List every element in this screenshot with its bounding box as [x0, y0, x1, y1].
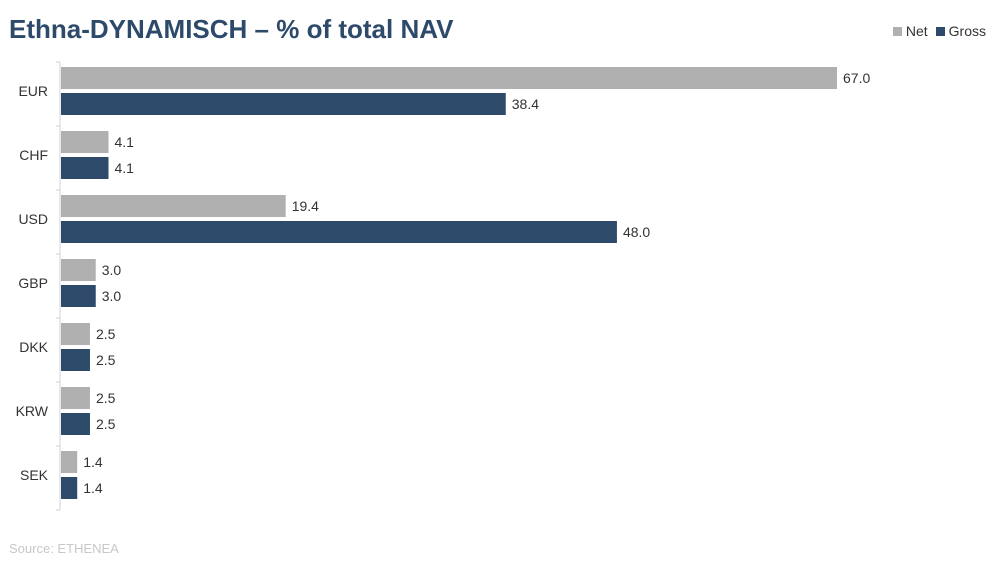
data-label-net-eur: 67.0 — [843, 70, 870, 86]
category-label: SEK — [20, 467, 49, 483]
data-label-gross-dkk: 2.5 — [96, 352, 116, 368]
category-label: GBP — [18, 275, 48, 291]
bar-gross-eur — [61, 93, 506, 115]
bar-gross-sek — [61, 477, 78, 499]
data-label-net-usd: 19.4 — [292, 198, 319, 214]
bar-gross-dkk — [61, 349, 90, 371]
data-label-net-sek: 1.4 — [83, 454, 103, 470]
bar-net-krw — [61, 387, 90, 409]
legend-item-net: Net — [892, 23, 928, 39]
category-label: EUR — [18, 83, 48, 99]
data-label-net-dkk: 2.5 — [96, 326, 116, 342]
bar-net-usd — [61, 195, 286, 217]
data-label-gross-krw: 2.5 — [96, 416, 116, 432]
data-label-net-gbp: 3.0 — [102, 262, 122, 278]
legend-swatch-gross — [935, 26, 945, 36]
bar-net-dkk — [61, 323, 90, 345]
category-label: DKK — [19, 339, 48, 355]
source-note: Source: ETHENEA — [9, 541, 119, 556]
data-label-gross-chf: 4.1 — [114, 160, 134, 176]
data-label-net-chf: 4.1 — [114, 134, 134, 150]
bar-net-sek — [61, 451, 78, 473]
legend-label-gross: Gross — [948, 23, 986, 39]
legend-label-net: Net — [905, 23, 928, 39]
data-label-gross-eur: 38.4 — [512, 96, 539, 112]
bar-gross-chf — [61, 157, 109, 179]
data-label-gross-usd: 48.0 — [623, 224, 650, 240]
data-label-net-krw: 2.5 — [96, 390, 116, 406]
legend-swatch-net — [892, 26, 902, 36]
category-label: CHF — [19, 147, 48, 163]
bar-gross-usd — [61, 221, 617, 243]
bar-gross-krw — [61, 413, 90, 435]
legend-item-gross: Gross — [935, 23, 986, 39]
category-label: KRW — [16, 403, 49, 419]
category-label: USD — [18, 211, 48, 227]
bar-net-chf — [61, 131, 109, 153]
bar-net-gbp — [61, 259, 96, 281]
bar-gross-gbp — [61, 285, 96, 307]
data-label-gross-gbp: 3.0 — [102, 288, 122, 304]
data-label-gross-sek: 1.4 — [83, 480, 103, 496]
bar-net-eur — [61, 67, 837, 89]
chart-legend: Net Gross — [892, 23, 986, 39]
chart-title: Ethna-DYNAMISCH – % of total NAV — [9, 14, 454, 44]
